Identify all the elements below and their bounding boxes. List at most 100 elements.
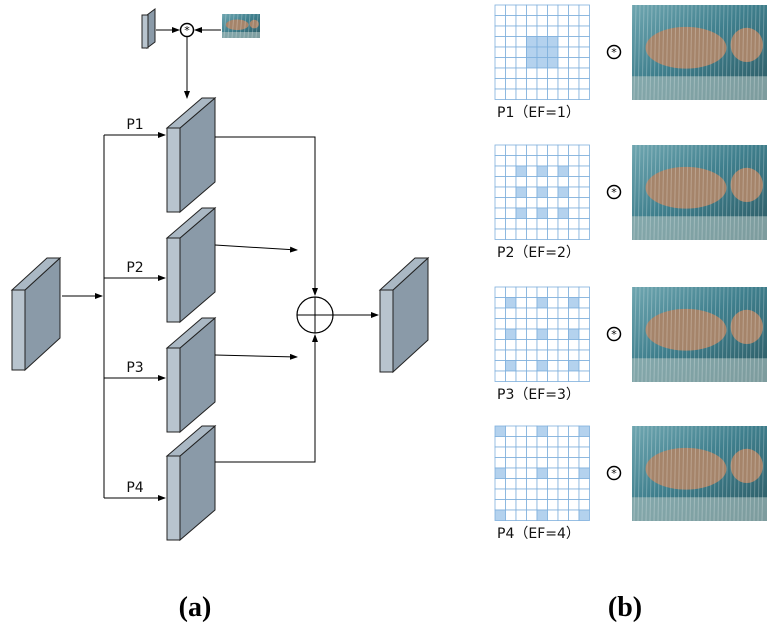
grid-cell	[495, 145, 506, 156]
grid-cell	[569, 198, 580, 209]
grid-cell	[537, 79, 548, 90]
block-front	[167, 348, 180, 432]
grid-cell	[569, 489, 580, 500]
grid-cell	[537, 458, 548, 469]
grid-cell	[495, 489, 506, 500]
grid-cell	[537, 89, 548, 100]
grid-cell-active	[537, 468, 548, 479]
grid-cell	[516, 329, 527, 340]
grid-cell	[569, 447, 580, 458]
grid-cell	[495, 37, 506, 48]
grid-cell	[495, 319, 506, 330]
grid-cell	[495, 500, 506, 511]
grid-cell	[495, 68, 506, 79]
block-front	[380, 290, 393, 372]
grid-cell	[579, 26, 590, 37]
grid-cell	[527, 89, 538, 100]
grid-cell	[558, 79, 569, 90]
grid-cell	[506, 287, 517, 298]
grid-cell	[579, 319, 590, 330]
grid-cell	[537, 68, 548, 79]
grid-cell	[516, 16, 527, 27]
grid-cell	[537, 371, 548, 382]
grid-cell	[569, 319, 580, 330]
grid-cell	[569, 145, 580, 156]
grid-cell	[558, 26, 569, 37]
grid-cell	[579, 208, 590, 219]
grid-cell	[506, 47, 517, 58]
grid-cell	[495, 79, 506, 90]
grid-cell	[548, 308, 559, 319]
grid-cell	[506, 510, 517, 521]
arrow	[215, 245, 297, 250]
grid-cell	[558, 308, 569, 319]
grid-cell	[569, 166, 580, 177]
grid-cell	[495, 308, 506, 319]
grid-cell	[527, 458, 538, 469]
grid-cell	[558, 329, 569, 340]
grid-cell	[495, 47, 506, 58]
grid-cell	[579, 458, 590, 469]
grid-cell	[506, 308, 517, 319]
grid-cell	[569, 308, 580, 319]
grid-cell	[548, 198, 559, 209]
grid-cell	[569, 208, 580, 219]
grid-cell	[569, 79, 580, 90]
grid-cell	[579, 5, 590, 16]
grid-cell	[495, 287, 506, 298]
grid-cell	[506, 468, 517, 479]
branch-label: P1	[126, 117, 143, 133]
grid-cell	[495, 187, 506, 198]
grid-cell	[527, 229, 538, 240]
grid-cell	[579, 479, 590, 490]
grid-cell	[558, 458, 569, 469]
grid-caption: P4（EF=4）	[497, 526, 580, 542]
kernel	[142, 15, 148, 48]
grid-cell	[548, 79, 559, 90]
grid-cell	[537, 229, 548, 240]
grid-cell-active	[558, 166, 569, 177]
grid-cell	[548, 5, 559, 16]
grid-cell	[506, 447, 517, 458]
grid-cell	[516, 340, 527, 351]
grid-cell	[569, 458, 580, 469]
grid-cell	[527, 329, 538, 340]
grid-cell	[548, 145, 559, 156]
grid-cell	[516, 219, 527, 230]
grid-cell	[516, 58, 527, 69]
grid-cell	[527, 298, 538, 309]
grid-cell	[558, 500, 569, 511]
grid-cell	[537, 447, 548, 458]
grid-cell-active	[537, 510, 548, 521]
grid-cell	[506, 166, 517, 177]
grid-caption: P3（EF=3）	[497, 387, 580, 403]
grid-cell	[569, 58, 580, 69]
grid-cell	[495, 458, 506, 469]
grid-cell	[506, 229, 517, 240]
grid-cell	[527, 489, 538, 500]
grid-cell	[548, 329, 559, 340]
grid-cell	[527, 166, 538, 177]
grid-cell	[569, 500, 580, 511]
grid-cell	[579, 58, 590, 69]
grid-cell	[558, 5, 569, 16]
grid-cell-active	[527, 37, 538, 48]
grid-cell	[548, 16, 559, 27]
grid-cell	[558, 287, 569, 298]
grid-cell	[506, 371, 517, 382]
grid-cell	[495, 208, 506, 219]
grid-cell	[495, 219, 506, 230]
grid-cell	[569, 187, 580, 198]
grid-cell-active	[537, 361, 548, 372]
grid-cell	[579, 187, 590, 198]
grid-cell-active	[537, 58, 548, 69]
grid-cell	[495, 298, 506, 309]
grid-cell	[548, 219, 559, 230]
grid-cell	[506, 187, 517, 198]
grid-cell	[579, 437, 590, 448]
image-rain	[630, 287, 632, 382]
grid-cell	[516, 350, 527, 361]
grid-cell	[569, 5, 580, 16]
block-front	[12, 290, 25, 370]
grid-cell	[569, 468, 580, 479]
